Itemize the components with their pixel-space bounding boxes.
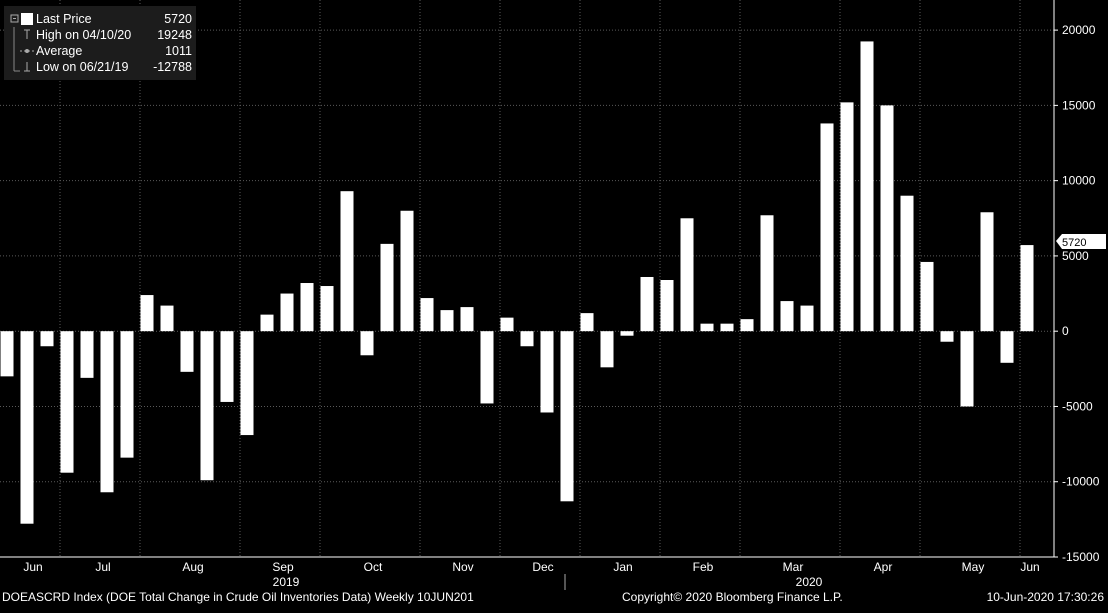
x-month-label: Oct [364,560,383,574]
bar [300,283,314,332]
y-tick-label: 20000 [1062,23,1096,37]
footer-timestamp: 10-Jun-2020 17:30:26 [986,590,1104,604]
bar [220,331,234,402]
bar [100,331,114,493]
bar [740,319,754,332]
footer-index-text: DOEASCRD Index (DOE Total Change in Crud… [2,590,474,604]
legend-value: 19248 [157,28,192,42]
bar [120,331,134,458]
bar [960,331,974,407]
footer-copyright: Copyright© 2020 Bloomberg Finance L.P. [622,590,843,604]
bar [80,331,94,378]
bar [920,261,934,332]
bar [440,310,454,332]
x-year-label: 2019 [273,575,300,589]
bar [460,307,474,332]
x-month-label: Mar [783,560,804,574]
legend-item-last-price: Last Price 5720 [4,11,196,27]
bar [900,195,914,332]
legend-item-low: Low on 06/21/19 -12788 [4,59,196,75]
y-tick-label: -15000 [1062,550,1100,564]
bar [880,105,894,332]
bar [860,41,874,332]
bar [580,313,594,332]
bar [380,243,394,332]
x-year-label: 2020 [796,575,823,589]
bar [800,305,814,332]
bar [980,212,994,332]
bar [680,218,694,332]
low-marker-icon [10,59,34,75]
bar [720,323,734,332]
x-month-label: Nov [452,560,473,574]
bar [660,280,674,332]
x-month-label: Jun [1020,560,1039,574]
legend-item-average: Average 1011 [4,43,196,59]
y-tick-label: -5000 [1062,399,1093,413]
bar [320,286,334,332]
legend-label: High on 04/10/20 [36,28,132,42]
bar [480,331,494,404]
bar [340,191,354,332]
bar [60,331,74,473]
x-month-label: Jul [95,560,110,574]
x-month-label: Sep [272,560,294,574]
bar [20,331,34,524]
x-month-label: Apr [874,560,893,574]
high-marker-icon [10,27,34,43]
x-month-label: May [962,560,985,574]
last-value-tag-shape [1056,234,1106,249]
legend-value: -12788 [153,60,192,74]
bar [260,314,274,332]
bar [780,301,794,332]
bar [1000,331,1014,363]
bar [0,331,14,377]
bar [820,123,834,332]
bar [40,331,54,347]
y-tick-label: 15000 [1062,98,1096,112]
filled-square-icon [10,11,34,27]
bar [240,331,254,436]
bar [360,331,374,356]
last-value-tag: 5720 [1062,237,1086,249]
legend-value: 1011 [165,44,192,58]
x-month-label: Jun [23,560,42,574]
bar [760,215,774,332]
y-tick-label: 10000 [1062,174,1096,188]
x-month-label: Aug [182,560,203,574]
bar [400,210,414,332]
y-tick-label: 0 [1062,324,1069,338]
bar [180,331,194,372]
bar [600,331,614,368]
bar [280,293,294,332]
legend-value: 5720 [164,12,192,26]
chart-legend: Last Price 5720 High on 04/10/20 19248 A… [4,6,196,80]
legend-label: Average [36,44,83,58]
x-month-label: Dec [532,560,553,574]
bar [420,298,434,332]
bar [160,305,174,332]
bar [500,317,514,332]
x-month-label: Feb [693,560,714,574]
bar [520,331,534,347]
bar [140,295,154,332]
bar [620,331,634,336]
bar [1020,245,1034,332]
bar [540,331,554,413]
x-month-label: Jan [613,560,632,574]
bar [700,323,714,332]
bar [560,331,574,502]
bar [200,331,214,481]
legend-label: Last Price [36,12,92,26]
y-tick-label: 5000 [1062,249,1089,263]
legend-item-high: High on 04/10/20 19248 [4,27,196,43]
bar [840,102,854,332]
bar [640,276,654,332]
legend-label: Low on 06/21/19 [36,60,129,74]
y-tick-label: -10000 [1062,475,1100,489]
average-line-icon [10,43,34,59]
bar [940,331,954,342]
